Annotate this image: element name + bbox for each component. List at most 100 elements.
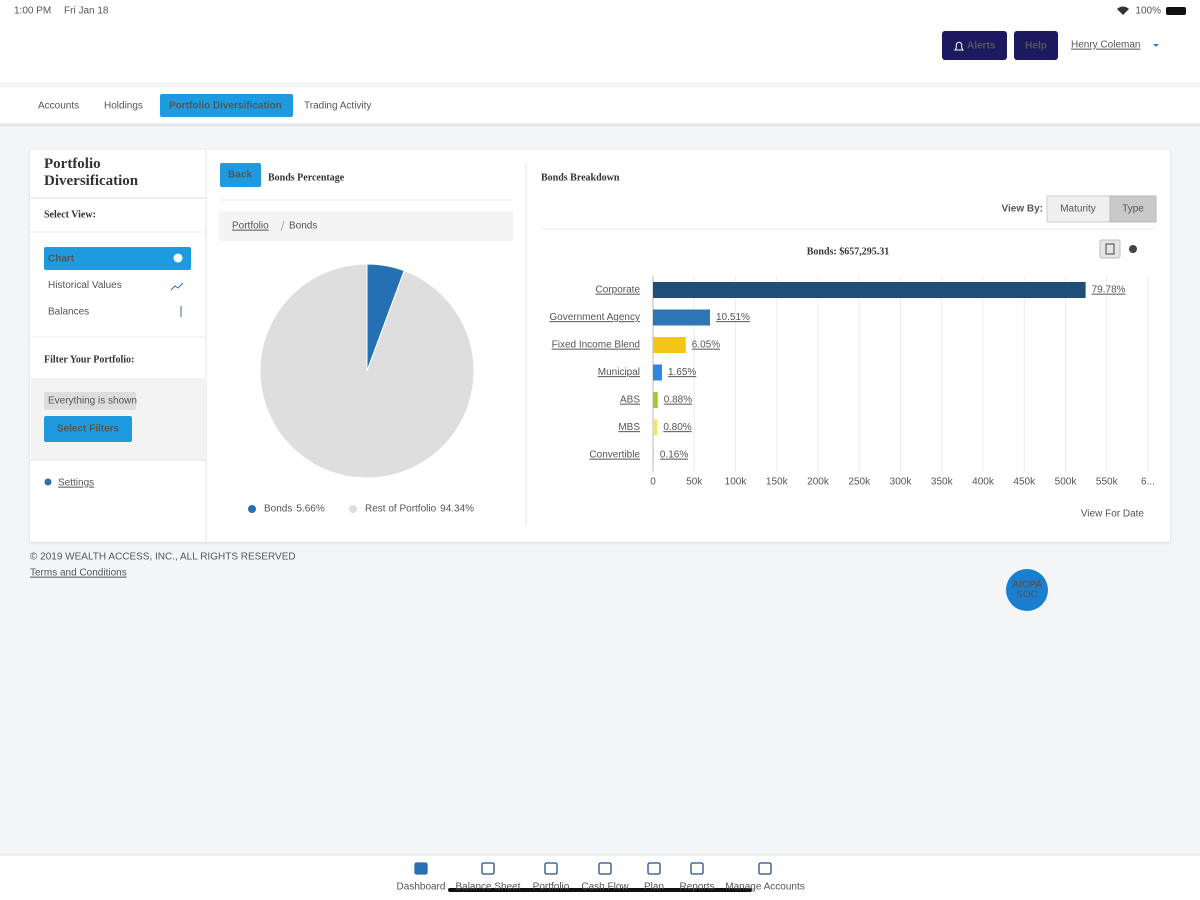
bar[interactable] (653, 364, 662, 381)
nav-label[interactable]: Reports (679, 882, 714, 893)
chart-title: Bonds: $657,295.31 (807, 246, 890, 257)
legend-dot (349, 505, 357, 513)
view-option[interactable]: Historical Values (48, 280, 122, 291)
value-label: 79.78% (1092, 285, 1126, 296)
x-tick-label: 6... (1141, 477, 1155, 488)
view-option[interactable]: Balances (48, 307, 89, 318)
value-label: 0.80% (663, 422, 691, 433)
category-label[interactable]: Convertible (589, 450, 640, 461)
bar[interactable] (653, 337, 686, 353)
nav-tab[interactable]: Trading Activity (304, 101, 371, 112)
nav-label[interactable]: Dashboard (397, 882, 446, 893)
settings-link[interactable]: Settings (58, 478, 94, 489)
icon-glyph (1105, 243, 1115, 255)
x-tick-label: 50k (686, 477, 703, 488)
x-tick-label: 300k (890, 477, 913, 488)
legend-dot (248, 505, 256, 513)
pie-slice (259, 263, 475, 479)
badge-text: SOC (1016, 590, 1038, 601)
nav-label[interactable]: Manage Accounts (725, 882, 805, 893)
help-label[interactable]: Help (1025, 41, 1047, 52)
x-tick-label: 450k (1013, 477, 1036, 488)
badge-text: AICPA (1012, 580, 1042, 591)
nav-icon (414, 862, 428, 875)
alerts-button[interactable] (942, 31, 1007, 60)
panel-title: Bonds Breakdown (541, 172, 620, 183)
view-by-option[interactable]: Type (1122, 204, 1144, 215)
wifi-icon (1117, 6, 1129, 15)
category-label[interactable]: Corporate (596, 285, 641, 296)
icon-glyph (1129, 245, 1137, 253)
nav-icon (544, 862, 558, 875)
select-filters-button[interactable] (44, 416, 132, 442)
bottom-bar (0, 855, 1200, 900)
user-link[interactable]: Henry Coleman (1071, 40, 1140, 51)
chart-icon (173, 253, 183, 263)
breadcrumb-link[interactable]: Portfolio (232, 221, 269, 232)
x-tick-label: 0 (650, 477, 656, 488)
settings-icon (44, 478, 52, 486)
category-label[interactable]: Government Agency (549, 312, 640, 323)
bar[interactable] (653, 309, 710, 326)
nav-tab[interactable]: Holdings (104, 101, 143, 112)
breadcrumb-current: Bonds (289, 221, 317, 232)
active-view-bg (44, 247, 191, 270)
value-label: 10.51% (716, 312, 750, 323)
bar-view-icon[interactable] (1099, 239, 1121, 259)
category-label[interactable]: Fixed Income Blend (552, 340, 640, 351)
history-icon (170, 282, 184, 291)
select-filters-label[interactable]: Select Filters (57, 424, 120, 435)
view-by-option[interactable]: Maturity (1060, 204, 1096, 215)
breadcrumb-separator (280, 220, 285, 232)
nav-label[interactable]: Balance Sheet (455, 882, 520, 893)
value-label: 6.05% (692, 340, 720, 351)
nav-label[interactable]: Portfolio (533, 882, 570, 893)
type-toggle[interactable] (1109, 195, 1157, 223)
legend-label: Rest of Portfolio (365, 504, 437, 515)
x-tick-label: 550k (1096, 477, 1119, 488)
bar[interactable] (653, 447, 654, 463)
nav-label[interactable]: Plan (644, 882, 664, 893)
nav-tab[interactable]: Portfolio Diversification (169, 101, 282, 112)
nav-icon (481, 862, 495, 875)
maturity-toggle[interactable] (1046, 195, 1111, 223)
filter-status: Everything is shown (48, 396, 137, 407)
copyright: © 2019 WEALTH ACCESS, INC., ALL RIGHTS R… (30, 552, 296, 563)
back-label[interactable]: Back (228, 170, 252, 181)
category-label[interactable]: Municipal (598, 367, 640, 378)
filter-title: Filter Your Portfolio: (44, 354, 134, 365)
view-for-date-link[interactable]: View For Date (1081, 509, 1145, 520)
x-tick-label: 250k (848, 477, 871, 488)
legend-value: 5.66% (296, 504, 324, 515)
x-tick-label: 100k (725, 477, 748, 488)
alerts-label[interactable]: Alerts (967, 41, 996, 52)
battery-icon (1166, 7, 1186, 15)
x-tick-label: 500k (1055, 477, 1078, 488)
bell-icon (954, 41, 964, 51)
x-tick-label: 400k (972, 477, 995, 488)
category-label[interactable]: MBS (618, 422, 640, 433)
filter-chip (44, 392, 136, 410)
x-tick-label: 200k (807, 477, 830, 488)
terms-link[interactable]: Terms and Conditions (30, 568, 127, 579)
user-caret (1153, 44, 1159, 47)
nav-tab[interactable]: Accounts (38, 101, 79, 112)
sidebar-title: Portfolio Diversification (44, 156, 139, 189)
panel-title: Bonds Percentage (268, 172, 345, 183)
value-label: 1.65% (668, 367, 696, 378)
help-button[interactable] (1014, 31, 1058, 60)
x-tick-label: 150k (766, 477, 789, 488)
nav-icon (690, 862, 704, 875)
value-label: 0.16% (660, 450, 688, 461)
active-tab-bg (160, 94, 293, 117)
view-option[interactable]: Chart (48, 254, 75, 265)
bar[interactable] (653, 392, 658, 408)
value-label: 0.88% (664, 395, 692, 406)
bar[interactable] (653, 282, 1086, 298)
category-label[interactable]: ABS (620, 395, 640, 406)
back-button[interactable] (220, 163, 261, 187)
nav-label[interactable]: Cash Flow (581, 882, 629, 893)
bar[interactable] (653, 419, 658, 436)
